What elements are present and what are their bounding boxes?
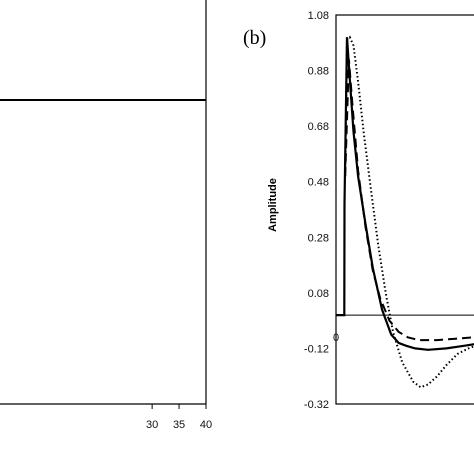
panel-a-x-tick-label: 40 [200,419,212,431]
panel-b-y-tick-label: 0.68 [308,121,329,133]
panel-b-y-tick-label: 1.08 [308,10,329,22]
panel-a-x-tick-labels: 30 35 40 [146,404,212,431]
panel-b-y-tick-labels: 1.08 0.88 0.68 0.48 0.28 0.08 -0.12 -0.32 [304,10,329,411]
panel-b-y-tick-label: -0.32 [304,399,329,411]
panel-b-series-line-dotted [344,35,474,389]
panel-b-label: (b) [243,27,266,49]
panel-b-y-tick-label: 0.48 [308,177,329,189]
panel-a-x-tick-label: 30 [146,419,158,431]
panel-b-y-axis-label: Amplitude [267,178,279,232]
panel-b-y-tick-label: 0.88 [308,66,329,78]
panel-a: 30 35 40 [0,0,212,431]
panel-b-y-tick-label: 0.08 [308,288,329,300]
panel-b-series-line-dashed [344,59,474,342]
panel-b-lines [336,35,474,389]
panel-b-y-tick-label: 0.28 [308,232,329,244]
panel-b-y-tick-label: -0.12 [304,343,329,355]
panel-b-plot-frame [335,14,474,405]
panel-b-x-tick-label-0: 0 [333,332,339,344]
panel-a-x-tick-label: 35 [173,419,185,431]
panel-b-series-line-solid [336,37,474,351]
panel-b: (b) Amplitude 1.08 0.88 0.68 0.48 0.28 0.08 -0… [243,10,474,411]
